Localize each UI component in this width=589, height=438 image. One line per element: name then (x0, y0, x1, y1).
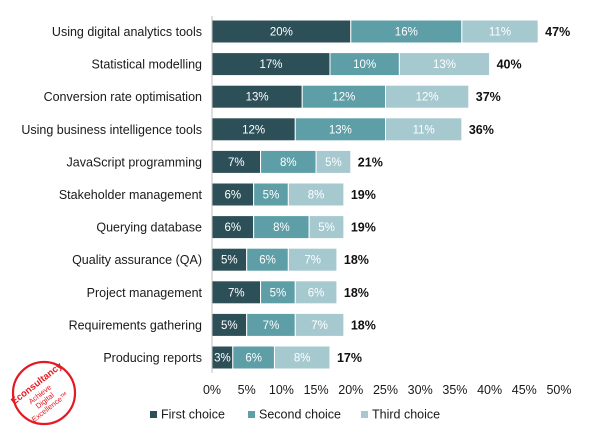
bar-segment-3 (385, 117, 463, 142)
x-tick-label: 0% (203, 383, 221, 397)
category-label: Using digital analytics tools (52, 25, 202, 39)
total-label: 37% (476, 90, 501, 104)
segment-label: 8% (273, 222, 290, 234)
category-label: Requirements gathering (69, 318, 202, 332)
segment-label: 6% (225, 190, 242, 202)
bar-segment-3 (273, 345, 331, 370)
bar-segment-3 (294, 312, 345, 337)
segment-label: 6% (259, 255, 276, 267)
segment-label: 6% (308, 287, 325, 299)
segment-label: 6% (225, 222, 242, 234)
bar-segment-3 (461, 19, 539, 44)
total-label: 19% (351, 188, 376, 202)
legend-swatch (150, 411, 157, 418)
x-tick-label: 5% (238, 383, 256, 397)
category-label: Project management (87, 286, 203, 300)
segment-label: 20% (270, 27, 293, 39)
x-axis: 0% 5% 10% 15% 20% 25% 30% 35% 40% 45% 50% (203, 16, 572, 397)
category-label: Stakeholder management (59, 188, 203, 202)
category-label: Conversion rate optimisation (44, 90, 202, 104)
legend-label: First choice (161, 408, 225, 422)
segment-label: 12% (332, 92, 355, 104)
x-tick-label: 50% (546, 383, 571, 397)
category-labels: Using digital analytics tools Statistical… (21, 25, 202, 365)
bar-segment-3 (294, 280, 338, 305)
segment-label: 5% (221, 255, 238, 267)
segment-label: 5% (325, 157, 342, 169)
total-label: 17% (337, 351, 362, 365)
x-tick-label: 35% (442, 383, 467, 397)
segment-label: 12% (242, 124, 265, 136)
legend-swatch (248, 411, 255, 418)
total-label: 40% (497, 58, 522, 72)
total-label: 18% (351, 318, 376, 332)
segment-label: 5% (318, 222, 335, 234)
legend: First choice Second choice Third choice (150, 408, 440, 422)
x-tick-label: 10% (269, 383, 294, 397)
segment-label: 3% (214, 353, 231, 365)
total-label: 36% (469, 123, 494, 137)
segment-label: 5% (270, 287, 287, 299)
segment-label: 16% (395, 27, 418, 39)
segment-label: 13% (433, 59, 456, 71)
segment-label: 7% (304, 255, 321, 267)
segment-label: 8% (294, 353, 311, 365)
segment-label: 17% (259, 59, 282, 71)
bar-segment-3 (287, 247, 338, 272)
x-tick-label: 25% (373, 383, 398, 397)
segment-label: 5% (263, 190, 280, 202)
legend-label: Second choice (259, 408, 341, 422)
segment-label: 11% (413, 124, 435, 136)
bars: 20% 16% 11% 17% 10% 13% 13% 12% 12% 12% 13% 11% 7% 8%… (211, 19, 539, 370)
segment-label: 6% (245, 353, 262, 365)
x-tick-label: 30% (408, 383, 433, 397)
econsultancy-logo: Econsultancy Achieve Digital Excellence™ (9, 360, 77, 426)
x-tick-label: 15% (304, 383, 329, 397)
segment-label: 7% (263, 320, 280, 332)
segment-label: 10% (353, 59, 376, 71)
segment-label: 7% (311, 320, 328, 332)
x-tick-label: 20% (338, 383, 363, 397)
total-label: 18% (344, 253, 369, 267)
bar-segment-3 (287, 182, 345, 207)
segment-label: 13% (246, 92, 269, 104)
bar-segment-3 (385, 84, 470, 109)
segment-label: 7% (228, 287, 245, 299)
legend-label: Third choice (372, 408, 440, 422)
total-label: 47% (545, 25, 570, 39)
category-label: Querying database (96, 221, 202, 235)
total-label: 21% (358, 155, 383, 169)
bar-segment-3 (398, 52, 491, 77)
total-label: 19% (351, 221, 376, 235)
bar-segment-3 (308, 215, 345, 240)
category-label: Statistical modelling (92, 58, 203, 72)
segment-label: 11% (489, 27, 511, 39)
category-label: Using business intelligence tools (21, 123, 202, 137)
x-tick-label: 45% (512, 383, 537, 397)
segment-label: 12% (416, 92, 439, 104)
segment-label: 7% (228, 157, 245, 169)
category-label: Producing reports (103, 351, 202, 365)
segment-label: 8% (280, 157, 297, 169)
segment-label: 13% (329, 124, 352, 136)
segment-label: 8% (308, 190, 325, 202)
legend-swatch (361, 411, 368, 418)
x-tick-label: 40% (477, 383, 502, 397)
category-label: JavaScript programming (67, 155, 203, 169)
total-label: 18% (344, 286, 369, 300)
total-labels: 47% 40% 37% 36% 21% 19% 19% 18% 18% 18% 17% (337, 25, 570, 365)
segment-label: 5% (221, 320, 238, 332)
bar-segment-3 (315, 149, 352, 174)
category-label: Quality assurance (QA) (72, 253, 202, 267)
